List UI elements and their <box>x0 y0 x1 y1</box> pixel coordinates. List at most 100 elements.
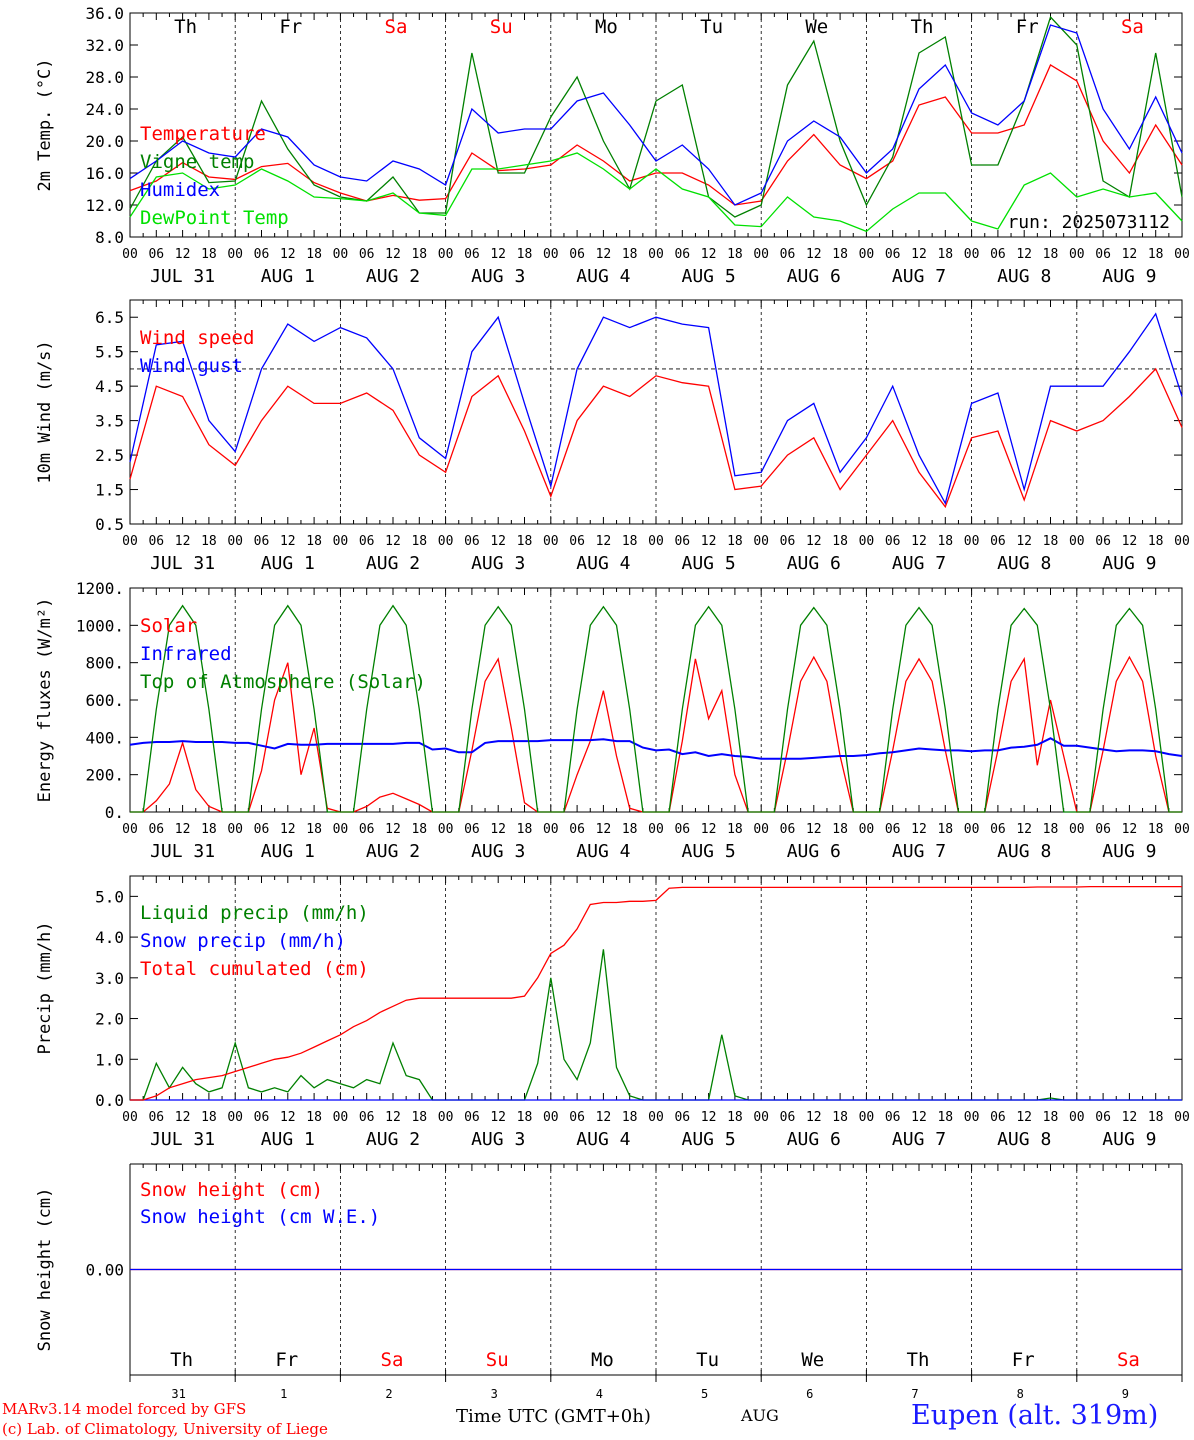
date-label: AUG 7 <box>892 553 946 574</box>
y-tick-label: 5.0 <box>95 887 124 906</box>
y-tick-label: 200. <box>85 766 124 785</box>
hour-label: 06 <box>464 534 480 549</box>
weekday-label: Mo <box>591 1349 614 1371</box>
plot-frame <box>129 587 1183 813</box>
hour-label: 06 <box>569 822 585 837</box>
legend-entry: Wind speed <box>140 327 254 349</box>
bottom-day-number: 4 <box>596 1387 603 1401</box>
hour-label: 00 <box>438 534 454 549</box>
date-label: AUG 5 <box>682 1129 736 1150</box>
hour-label: 06 <box>359 822 375 837</box>
hour-label: 00 <box>227 247 243 262</box>
hour-label: 18 <box>517 1110 533 1125</box>
hour-label: 00 <box>1069 534 1085 549</box>
hour-label: 18 <box>1043 822 1059 837</box>
y-tick-label: 1200. <box>76 579 124 598</box>
y-tick-label: 28.0 <box>85 68 124 87</box>
weekday-label: Fr <box>279 16 302 38</box>
date-label: AUG 3 <box>471 1129 525 1150</box>
y-tick-label: 400. <box>85 728 124 747</box>
date-label: AUG 2 <box>366 553 420 574</box>
weekday-label: Fr <box>275 1349 298 1371</box>
hour-label: 06 <box>148 822 164 837</box>
weekday-label: Fr <box>1016 16 1039 38</box>
hour-label: 12 <box>280 1110 296 1125</box>
y-tick-label: 2.5 <box>95 446 124 465</box>
series-line <box>129 312 1183 506</box>
hour-label: 12 <box>1122 1110 1138 1125</box>
hour-label: 18 <box>832 822 848 837</box>
hour-label: 18 <box>1148 247 1164 262</box>
hour-label: 12 <box>490 822 506 837</box>
hour-label: 06 <box>148 1110 164 1125</box>
y-tick-label: 1.5 <box>95 481 124 500</box>
series-line <box>130 885 1182 1101</box>
date-label: AUG 8 <box>997 553 1051 574</box>
y-tick-label: 5.5 <box>95 343 124 362</box>
y-tick-label: 24.0 <box>85 100 124 119</box>
hour-label: 18 <box>937 534 953 549</box>
hour-label: 18 <box>727 822 743 837</box>
hour-label: 12 <box>490 247 506 262</box>
hour-label: 00 <box>964 1110 980 1125</box>
hour-label: 12 <box>806 534 822 549</box>
legend-entry: Temperature <box>140 123 266 145</box>
y-tick-label: 3.5 <box>95 412 124 431</box>
hour-label: 00 <box>859 1110 875 1125</box>
weekday-label: Th <box>911 16 934 38</box>
y-tick-label: 1000. <box>76 616 124 635</box>
series-line <box>129 152 1183 233</box>
hour-label: 00 <box>964 534 980 549</box>
hour-label: 00 <box>333 247 349 262</box>
hour-label: 00 <box>333 822 349 837</box>
hour-label: 00 <box>648 247 664 262</box>
legend-entry: Total cumulated (cm) <box>140 958 369 980</box>
hour-label: 18 <box>1043 247 1059 262</box>
hour-label: 18 <box>201 247 217 262</box>
y-axis-title: Energy fluxes (W/m²) <box>35 598 55 803</box>
hour-label: 12 <box>385 822 401 837</box>
hour-label: 06 <box>1095 1110 1111 1125</box>
series-line <box>129 737 1183 760</box>
hour-label: 00 <box>227 534 243 549</box>
date-label: AUG 1 <box>261 266 315 287</box>
hour-label: 06 <box>569 1110 585 1125</box>
hour-label: 12 <box>280 822 296 837</box>
legend-entry: Humidex <box>140 179 220 201</box>
hour-label: 12 <box>1122 534 1138 549</box>
hour-label: 12 <box>701 534 717 549</box>
legend-entry: Snow precip (mm/h) <box>140 930 346 952</box>
hour-label: 06 <box>780 534 796 549</box>
station-name: Eupen (alt. 319m) <box>911 1400 1159 1431</box>
credit-line-1: MARv3.14 model forced by GFS <box>2 1400 247 1418</box>
date-label: AUG 6 <box>787 1129 841 1150</box>
weekday-label: Fr <box>1012 1349 1035 1371</box>
date-label: AUG 5 <box>682 266 736 287</box>
bottom-day-number: 6 <box>806 1387 813 1401</box>
bottom-day-number: 3 <box>491 1387 498 1401</box>
y-tick-label: 0.00 <box>85 1261 124 1280</box>
hour-label: 00 <box>122 822 138 837</box>
y-tick-label: 12.0 <box>85 196 124 215</box>
y-tick-label: 800. <box>85 654 124 673</box>
hour-label: 06 <box>674 822 690 837</box>
hour-label: 00 <box>859 247 875 262</box>
series-line <box>129 15 1183 218</box>
hour-label: 06 <box>464 1110 480 1125</box>
y-tick-label: 16.0 <box>85 164 124 183</box>
hour-label: 06 <box>254 534 270 549</box>
date-label: AUG 8 <box>997 1129 1051 1150</box>
date-label: AUG 9 <box>1102 1129 1156 1150</box>
date-label: AUG 4 <box>576 1129 630 1150</box>
y-tick-label: 4.0 <box>95 928 124 947</box>
date-label: AUG 5 <box>682 553 736 574</box>
date-label: AUG 3 <box>471 841 525 862</box>
hour-label: 00 <box>753 1110 769 1125</box>
hour-label: 12 <box>1122 822 1138 837</box>
hour-label: 06 <box>1095 822 1111 837</box>
date-label: AUG 9 <box>1102 841 1156 862</box>
series-line <box>130 604 1182 813</box>
date-label: AUG 7 <box>892 1129 946 1150</box>
weekday-label: Su <box>490 16 513 38</box>
y-tick-label: 0.5 <box>95 515 124 534</box>
